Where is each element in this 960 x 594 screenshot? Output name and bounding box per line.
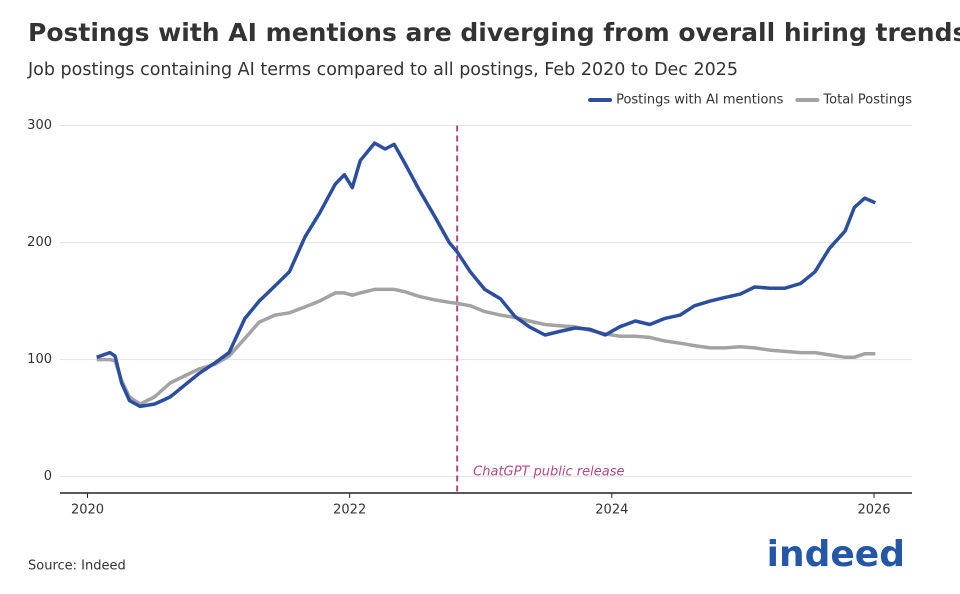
y-tick-label: 300 [27, 118, 52, 133]
x-tick-label: 2022 [333, 503, 366, 518]
legend-label: Total Postings [822, 93, 912, 108]
y-tick-label: 100 [27, 352, 52, 367]
annotation-label: ChatGPT public release [473, 465, 624, 480]
line-series [96, 141, 877, 409]
x-tick-label: 2024 [595, 503, 628, 518]
y-tick-label: 0 [44, 469, 52, 484]
x-tick-label: 2026 [857, 503, 890, 518]
source: Source: Indeed [28, 559, 126, 574]
x-tick-label: 2020 [71, 503, 104, 518]
chart-title: Postings with AI mentions are diverging … [28, 18, 960, 47]
line-series [96, 287, 876, 406]
y-tick-label: 200 [27, 235, 52, 250]
logo: indeed [767, 534, 905, 575]
chart-subtitle: Job postings containing AI terms compare… [27, 60, 738, 80]
legend-label: Postings with AI mentions [616, 93, 784, 108]
